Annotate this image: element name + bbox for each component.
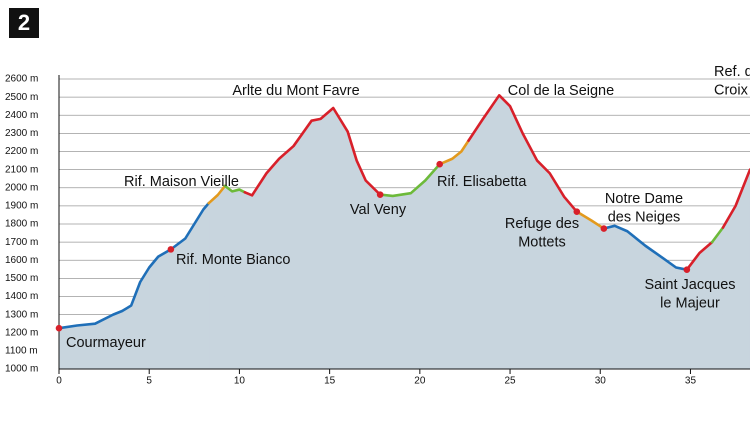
waypoint-label: Saint Jacques bbox=[644, 277, 735, 293]
x-tick-label: 30 bbox=[595, 376, 607, 387]
y-tick-label: 1200 m bbox=[5, 327, 38, 338]
x-tick-label: 25 bbox=[504, 376, 516, 387]
waypoint-label: Ref. d bbox=[714, 64, 750, 80]
waypoint-label: Mottets bbox=[518, 234, 566, 250]
y-tick-label: 2100 m bbox=[5, 164, 38, 175]
area bbox=[722, 169, 750, 370]
waypoint-label: Refuge des bbox=[505, 216, 579, 232]
x-tick-label: 15 bbox=[324, 376, 336, 387]
y-tick-label: 2400 m bbox=[5, 110, 38, 121]
profile-line bbox=[721, 168, 750, 229]
y-tick-label: 1900 m bbox=[5, 201, 38, 212]
area bbox=[576, 211, 605, 370]
y-tick-label: 2300 m bbox=[5, 128, 38, 139]
waypoint-label: Col de la Seigne bbox=[508, 83, 614, 99]
profile-line bbox=[57, 201, 211, 330]
waypoint bbox=[573, 208, 581, 215]
y-tick-label: 2200 m bbox=[5, 146, 38, 157]
waypoint bbox=[167, 246, 175, 253]
waypoint-label: Arlte du Mont Favre bbox=[232, 83, 359, 99]
waypoint-label: le Majeur bbox=[660, 295, 720, 311]
y-tick-label: 1600 m bbox=[5, 255, 38, 266]
y-tick-label: 1400 m bbox=[5, 291, 38, 302]
waypoint-label: Val Veny bbox=[350, 202, 407, 218]
y-tick-label: 1100 m bbox=[5, 346, 38, 357]
waypoint bbox=[55, 324, 63, 332]
profile-line bbox=[207, 184, 227, 205]
y-tick-label: 1700 m bbox=[5, 237, 38, 248]
title-box bbox=[9, 8, 39, 38]
profile-line bbox=[602, 224, 689, 271]
y-tick-label: 1500 m bbox=[5, 273, 38, 284]
area bbox=[468, 94, 578, 370]
x-tick-label: 20 bbox=[414, 376, 426, 387]
waypoint-label: Rif. Monte Bianco bbox=[176, 252, 290, 268]
waypoint bbox=[436, 160, 443, 168]
profile-line bbox=[710, 226, 725, 244]
waypoint-label: Rif. Maison Vieille bbox=[124, 174, 239, 190]
waypoint bbox=[683, 266, 691, 273]
waypoint-label: Rif. Elisabetta bbox=[437, 174, 527, 190]
profile-line bbox=[243, 106, 382, 197]
area bbox=[224, 185, 246, 370]
y-tick-label: 1800 m bbox=[5, 219, 38, 230]
waypoint bbox=[376, 191, 384, 198]
x-tick-label: 0 bbox=[56, 376, 62, 387]
profile-line bbox=[378, 162, 441, 198]
chart-title: 2 bbox=[18, 10, 30, 35]
y-tick-label: 2600 m bbox=[5, 74, 38, 85]
x-tick-label: 5 bbox=[146, 376, 152, 387]
waypoint-label: Croix bbox=[714, 82, 749, 98]
waypoint-label: Notre Dame bbox=[605, 191, 683, 207]
profile-line bbox=[575, 210, 606, 230]
waypoint bbox=[600, 225, 608, 232]
waypoint-label: Courmayeur bbox=[66, 335, 146, 351]
waypoint-label: des Neiges bbox=[608, 209, 681, 225]
x-tick-label: 10 bbox=[234, 376, 246, 387]
profile-line bbox=[438, 139, 470, 166]
profile-line bbox=[467, 94, 579, 213]
profile-line bbox=[685, 240, 714, 271]
area bbox=[208, 185, 226, 370]
profile-line bbox=[223, 184, 247, 194]
y-tick-label: 2000 m bbox=[5, 182, 38, 193]
y-tick-label: 1000 m bbox=[5, 364, 38, 375]
area bbox=[244, 107, 381, 370]
x-tick-label: 35 bbox=[685, 376, 697, 387]
y-tick-label: 2500 m bbox=[5, 92, 38, 103]
y-tick-label: 1300 m bbox=[5, 309, 38, 320]
